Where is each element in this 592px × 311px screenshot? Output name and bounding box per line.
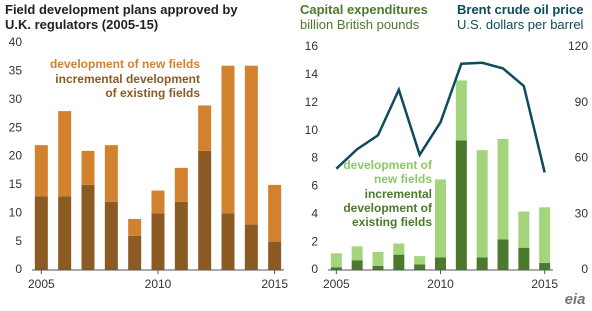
y2-title: Brent crude oil price (457, 2, 584, 17)
bar (330, 267, 342, 270)
y2-tick-label: 60 (575, 151, 589, 165)
bar (151, 213, 165, 270)
x-tick-label: 2005 (28, 277, 55, 291)
y2-subtitle: U.S. dollars per barrel (457, 17, 584, 32)
bar (435, 179, 446, 258)
bar (372, 265, 384, 270)
bar (128, 218, 142, 236)
bar (268, 184, 282, 242)
bar (455, 140, 467, 270)
bar (351, 246, 363, 261)
bar (198, 150, 212, 270)
bar (128, 235, 142, 270)
x-tick-label: 2005 (323, 277, 350, 291)
bar (497, 239, 509, 270)
y-tick-label: 16 (305, 39, 319, 53)
bar (104, 145, 118, 202)
bar (221, 65, 235, 214)
legend-label: incremental development of existing fiel… (343, 187, 432, 229)
bar (393, 243, 405, 255)
y-tick-label: 0 (15, 262, 22, 276)
y-tick-label: 35 (9, 64, 23, 78)
y-tick-label: 15 (9, 177, 23, 191)
y-tick-label: 8 (311, 151, 318, 165)
x-tick-label: 2015 (261, 277, 288, 291)
y2-tick-label: 90 (575, 95, 589, 109)
chart-title: Capital expenditures (300, 2, 428, 17)
y-tick-label: 2 (311, 234, 318, 248)
y-tick-label: 0 (311, 262, 318, 276)
bar (330, 253, 342, 268)
y2-tick-label: 120 (568, 39, 588, 53)
x-tick-label: 2015 (531, 277, 558, 291)
bar (414, 256, 426, 265)
y-tick-label: 25 (9, 120, 23, 134)
legend-label: development of new fields (49, 57, 200, 71)
legend-label: development of new fields (343, 158, 432, 186)
bar (81, 150, 95, 185)
bar (539, 263, 551, 270)
bar (518, 247, 530, 270)
y-tick-label: 5 (15, 234, 22, 248)
bar (244, 224, 258, 270)
bar (539, 207, 551, 264)
y-tick-label: 40 (9, 35, 23, 49)
bar (34, 196, 48, 270)
bar (268, 241, 282, 270)
line (335, 61, 546, 173)
bar (414, 264, 426, 270)
bar (476, 257, 488, 270)
bar (151, 190, 165, 214)
bar (455, 80, 467, 141)
y2-tick-label: 0 (581, 262, 588, 276)
y-tick-label: 30 (9, 92, 23, 106)
bar (497, 138, 509, 240)
bar (81, 184, 95, 270)
bar (174, 201, 188, 270)
x-tick-label: 2010 (427, 277, 454, 291)
bar (393, 254, 405, 270)
y-tick-label: 14 (305, 67, 319, 81)
y-tick-label: 6 (311, 179, 318, 193)
y-tick-label: 10 (9, 205, 23, 219)
y-tick-label: 10 (305, 123, 319, 137)
bar (372, 251, 384, 266)
y-tick-label: 4 (311, 206, 318, 220)
y2-tick-label: 30 (575, 206, 589, 220)
x-tick-label: 2010 (145, 277, 172, 291)
chart-subtitle: billion British pounds (300, 17, 420, 32)
y-tick-label: 20 (9, 149, 23, 163)
bar (476, 150, 488, 258)
bar (518, 211, 530, 248)
bar (244, 65, 258, 225)
bar (351, 260, 363, 270)
bar (198, 105, 212, 151)
bar (174, 167, 188, 202)
bar (58, 196, 72, 270)
bar (58, 111, 72, 197)
bar (221, 213, 235, 270)
chart-title: Field development plans approved by U.K.… (5, 2, 238, 32)
logo: eia (565, 291, 586, 308)
bar (34, 145, 48, 197)
legend-label: incremental development of existing fiel… (55, 72, 200, 100)
bar (104, 201, 118, 270)
y-tick-label: 12 (305, 95, 319, 109)
bar (435, 257, 446, 270)
